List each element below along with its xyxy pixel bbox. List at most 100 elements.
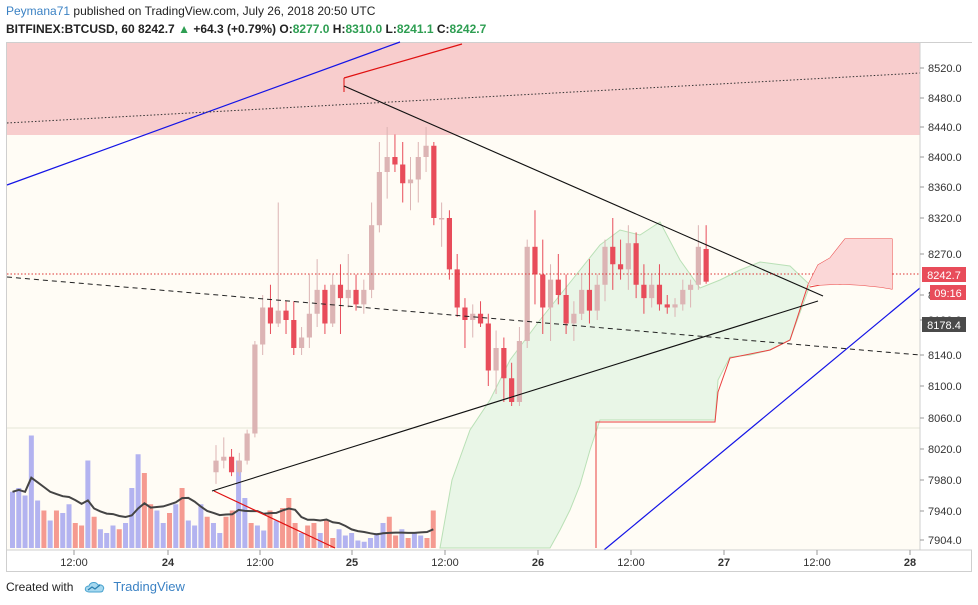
high-value: 8310.0: [345, 22, 383, 36]
candle-body: [298, 337, 305, 348]
volume-bar: [236, 460, 242, 548]
candle-body: [392, 157, 398, 165]
volume-bar: [393, 535, 399, 548]
candle-body: [617, 264, 624, 270]
volume-bar: [141, 473, 147, 548]
level-badge-text: 8178.4: [927, 320, 961, 332]
publish-info: Peymana71 published on TradingView.com, …: [6, 4, 375, 18]
candle-body: [423, 145, 429, 157]
volume-bar: [10, 491, 15, 548]
blue-channel-upper[interactable]: [6, 41, 401, 186]
candle-body: [687, 284, 694, 290]
candle-body: [470, 313, 476, 320]
volume-bar: [399, 529, 405, 548]
x-tick-label: 27: [718, 557, 730, 569]
candle-body: [291, 320, 297, 348]
candle-body: [400, 164, 406, 184]
candle-body: [244, 433, 250, 461]
volume-bar: [154, 510, 160, 548]
price-change: +64.3 (+0.79%): [193, 22, 277, 36]
y-tick-label: 8100.0: [928, 381, 962, 393]
candle-body: [610, 246, 616, 265]
y-tick-label: 7980.0: [928, 475, 962, 487]
candle-body: [516, 341, 523, 402]
volume-bar: [204, 516, 210, 548]
volume-bar: [424, 538, 430, 548]
candle-body: [376, 172, 382, 226]
volume-bar: [66, 504, 72, 548]
candle-body: [330, 284, 336, 324]
y-tick-label: 7904.0: [928, 535, 962, 547]
candle-body: [361, 289, 367, 305]
x-tick-label: 26: [532, 557, 544, 569]
red-trendline-bottom[interactable]: [213, 490, 336, 549]
y-tick-label: 8520.0: [928, 63, 962, 75]
volume-bar: [185, 520, 191, 548]
tradingview-link[interactable]: TradingView: [113, 579, 185, 594]
y-tick-label: 8360.0: [928, 182, 962, 194]
tradingview-cloud-icon[interactable]: [83, 580, 107, 594]
volume-bar: [261, 530, 267, 548]
volume-bar: [129, 488, 135, 548]
red-trendline-top[interactable]: [343, 43, 463, 79]
volume-bar: [367, 538, 373, 548]
level-badge: [922, 317, 966, 332]
volume-bar: [223, 516, 229, 548]
candle-body: [633, 243, 639, 285]
volume-bar: [97, 529, 103, 548]
low-label: L:: [385, 22, 397, 36]
y-tick-label: 8400.0: [928, 152, 962, 164]
candle-body: [501, 348, 507, 379]
candle-body: [602, 246, 608, 285]
candle-body: [664, 304, 670, 308]
candle-body: [260, 307, 266, 345]
volume-bar: [22, 495, 28, 548]
candle-body: [555, 279, 561, 295]
triangle-upper-line[interactable]: [343, 85, 824, 297]
volume-bar: [173, 504, 179, 548]
candle-body: [462, 307, 468, 320]
countdown-badge-text: 09:16: [934, 288, 962, 300]
y-tick-label: 8480.0: [928, 93, 962, 105]
candle-body: [625, 243, 631, 270]
open-label: O:: [279, 22, 293, 36]
candle-body: [547, 279, 554, 308]
x-axis-ticks: 12:00 24 12:00 25 12:00 26 12:00 27 12:00 28: [60, 550, 916, 569]
x-tick-label: 12:00: [246, 557, 274, 569]
volume-bar: [104, 533, 110, 548]
volume-bar: [254, 525, 260, 548]
volume-bar: [418, 535, 424, 548]
y-tick-label: 8140.0: [928, 350, 962, 362]
blue-channel-lower[interactable]: [603, 287, 921, 551]
volume-bar: [405, 538, 411, 548]
volume-bar: [411, 533, 417, 548]
candle-body: [314, 289, 320, 314]
low-value: 8241.1: [396, 22, 434, 36]
candle-body: [680, 289, 686, 305]
volume-bar: [53, 510, 59, 548]
publish-text: published on TradingView.com, July 26, 2…: [73, 4, 376, 18]
candle-body: [446, 218, 452, 270]
x-tick-label: 12:00: [617, 557, 645, 569]
volume-bar: [116, 529, 122, 548]
volume-bar: [248, 523, 254, 548]
author-link[interactable]: Peymana71: [6, 4, 71, 18]
candle-body: [306, 313, 312, 338]
volume-bar: [160, 523, 166, 548]
volume-bar: [342, 535, 348, 548]
x-tick-label: 25: [346, 557, 358, 569]
up-arrow-icon: ▲: [178, 22, 190, 36]
x-tick-label: 12:00: [431, 557, 459, 569]
x-tick-label: 12:00: [60, 557, 88, 569]
candle-body: [283, 310, 289, 320]
candle-body: [267, 307, 274, 324]
y-tick-label: 8060.0: [928, 413, 962, 425]
volume-bar: [91, 516, 97, 548]
candle-body: [221, 456, 227, 461]
last-price-badge-text: 8242.7: [927, 270, 961, 282]
candle-body: [275, 310, 281, 324]
created-with-label: Created with: [6, 579, 74, 594]
volume-bar: [380, 523, 386, 548]
triangle-lower-line[interactable]: [211, 300, 819, 492]
